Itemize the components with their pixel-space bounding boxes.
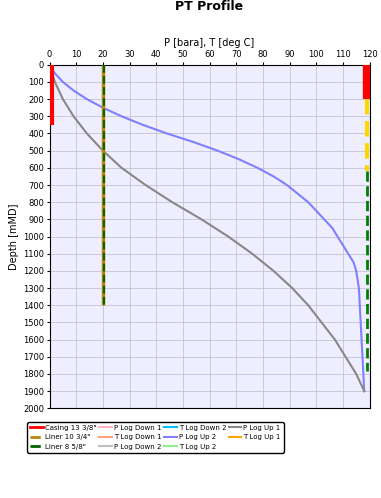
Y-axis label: Depth [mMD]: Depth [mMD] (9, 203, 19, 270)
Title: PT Profile: PT Profile (176, 0, 243, 13)
X-axis label: P [bara], T [deg C]: P [bara], T [deg C] (165, 38, 255, 48)
Legend: Casing 13 3/8", Liner 10 3/4", Liner 8 5/8", P Log Down 1, T Log Down 1, P Log D: Casing 13 3/8", Liner 10 3/4", Liner 8 5… (27, 422, 283, 453)
